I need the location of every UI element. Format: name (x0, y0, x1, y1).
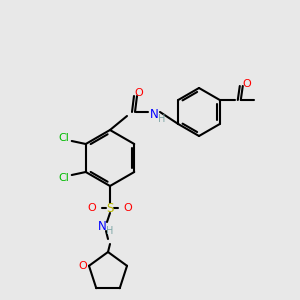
Text: H: H (158, 114, 166, 124)
Text: S: S (106, 202, 114, 214)
Text: Cl: Cl (58, 173, 69, 183)
Text: O: O (124, 203, 132, 213)
Text: Cl: Cl (58, 133, 69, 143)
Text: O: O (88, 203, 96, 213)
Text: O: O (79, 261, 87, 271)
Text: N: N (150, 107, 158, 121)
Text: H: H (106, 226, 114, 236)
Text: O: O (135, 88, 143, 98)
Text: O: O (242, 79, 251, 89)
Text: N: N (98, 220, 106, 232)
